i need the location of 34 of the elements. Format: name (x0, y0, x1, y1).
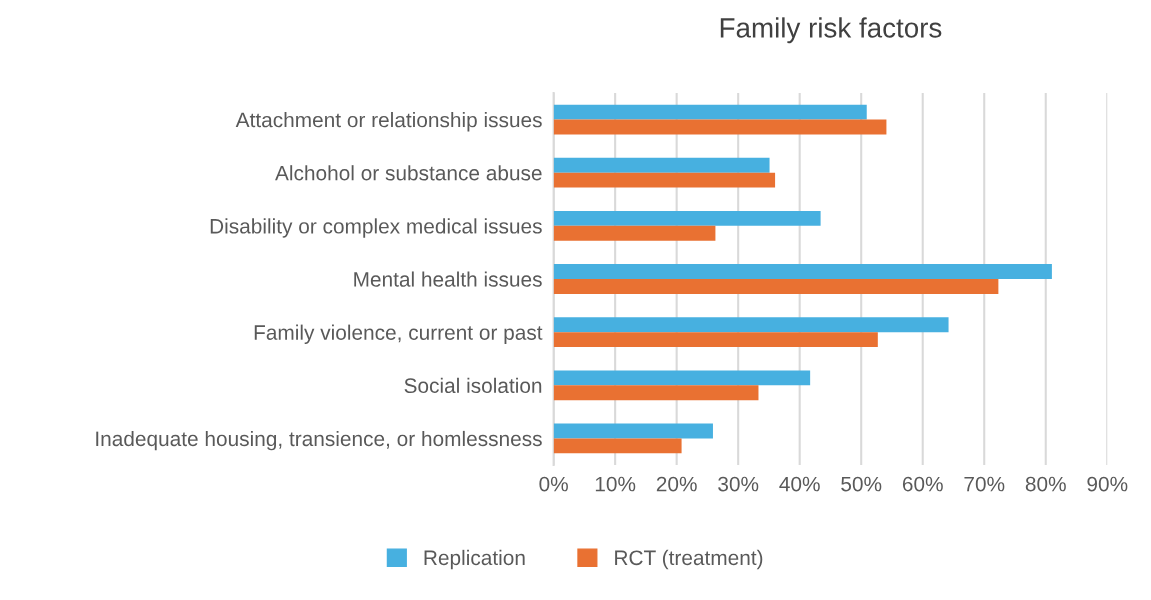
bar (553, 385, 759, 401)
x-tick-label: 10% (595, 476, 636, 492)
x-tick-label: 70% (964, 476, 1005, 492)
bar (553, 119, 887, 135)
bar (553, 317, 949, 333)
x-tick-label: 40% (779, 476, 820, 492)
bar (553, 279, 999, 294)
bar (553, 264, 1052, 279)
chart-title: Family risk factors (720, 17, 942, 44)
y-tick-label: Social isolation (404, 377, 542, 394)
x-tick-label: 30% (718, 476, 759, 492)
bar (553, 210, 821, 226)
x-tick-label: 60% (902, 476, 943, 492)
legend-label: RCT (treatment) (615, 549, 763, 570)
x-tick-label: 90% (1087, 476, 1128, 492)
bar (553, 157, 770, 173)
y-tick-label: Family violence, current or past (254, 324, 543, 345)
x-tick-label: 20% (656, 476, 697, 492)
y-tick-label: Attachment or relationship issues (235, 112, 542, 132)
bar (553, 172, 776, 188)
y-tick-label: Inadequate housing, transience, or homlessness (96, 430, 542, 451)
x-tick-label: 50% (841, 476, 882, 492)
x-tick-label: 80% (1025, 476, 1066, 492)
bar (553, 104, 867, 120)
bar (553, 423, 713, 439)
y-tick-label: Disability or complex medical issues (210, 218, 542, 238)
bar (553, 370, 811, 386)
legend-label: Replication (424, 549, 525, 570)
bar (553, 438, 682, 454)
bar (553, 225, 716, 241)
y-tick-label: Mental health issues (354, 271, 542, 287)
x-tick-label: 0% (539, 476, 568, 492)
bar (553, 332, 878, 348)
y-tick-label: Alchohol or substance abuse (275, 165, 542, 181)
